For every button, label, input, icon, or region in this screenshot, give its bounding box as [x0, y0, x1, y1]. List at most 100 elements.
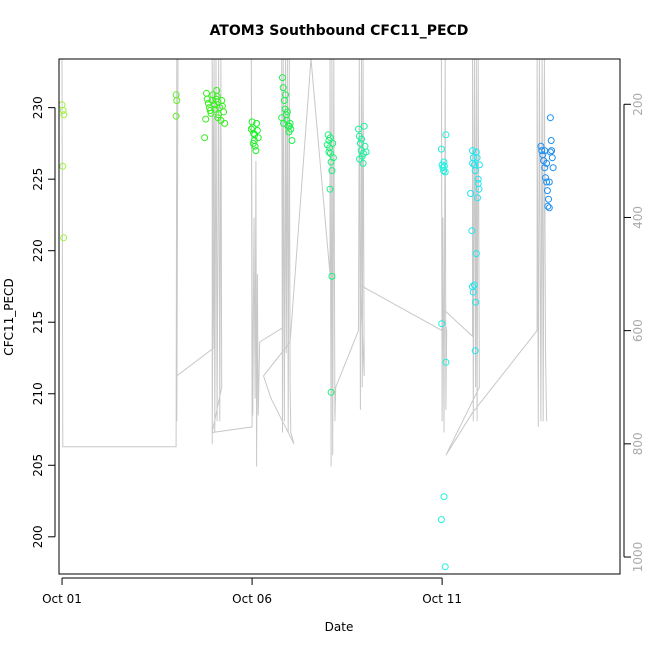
data-point — [541, 147, 549, 155]
data-point — [328, 167, 336, 175]
data-point — [474, 175, 482, 183]
data-point — [211, 105, 219, 113]
data-point — [473, 154, 481, 162]
data-point — [279, 74, 286, 82]
x-tick-label: Oct 11 — [422, 592, 462, 606]
data-point — [544, 202, 552, 210]
data-point — [437, 145, 445, 153]
data-point — [215, 111, 223, 119]
data-point — [327, 388, 335, 396]
data-point — [173, 97, 181, 104]
data-point — [213, 92, 221, 100]
data-point — [548, 154, 556, 162]
right-tick-label: 1000 — [631, 542, 645, 573]
data-point — [285, 122, 293, 130]
data-point — [323, 141, 331, 149]
data-point — [546, 114, 554, 122]
data-point — [172, 112, 180, 120]
y-tick-label: 220 — [31, 239, 45, 262]
plot-frame — [58, 58, 621, 575]
data-point — [355, 125, 362, 133]
data-point — [206, 107, 214, 114]
data-point — [358, 135, 365, 143]
data-point — [547, 137, 555, 144]
y-axis: 200 205 210 215 220 225 230 — [31, 96, 56, 548]
y-tick-label: 200 — [31, 525, 45, 548]
data-point — [469, 159, 476, 167]
data-point — [251, 131, 259, 139]
right-tick-label: 400 — [631, 206, 645, 229]
data-point — [279, 84, 287, 92]
chart-title: ATOM3 Southbound CFC11_PECD — [210, 23, 469, 39]
data-point — [440, 167, 448, 175]
data-point — [253, 119, 261, 127]
data-point — [201, 134, 209, 142]
y-axis-label: CFC11_PECD — [2, 278, 16, 355]
data-point — [471, 167, 479, 175]
data-point — [545, 204, 553, 212]
data-point — [542, 174, 549, 182]
x-tick-label: Oct 01 — [42, 592, 82, 606]
data-point — [288, 137, 296, 144]
data-point — [543, 187, 551, 195]
data-point — [469, 288, 477, 296]
data-point — [60, 111, 68, 119]
data-point — [543, 159, 551, 167]
data-point — [440, 493, 448, 501]
data-point — [548, 147, 556, 155]
data-points — [58, 74, 557, 571]
x-tick-label: Oct 06 — [232, 592, 272, 606]
data-point — [442, 131, 450, 139]
data-point — [543, 178, 551, 186]
data-point — [202, 115, 210, 123]
y-tick-label: 230 — [31, 96, 45, 119]
data-point — [59, 107, 67, 114]
data-point — [471, 347, 479, 355]
data-point — [467, 190, 475, 197]
data-point — [545, 195, 552, 203]
data-point — [360, 122, 368, 130]
data-point — [220, 108, 228, 116]
data-point — [442, 358, 450, 366]
data-point — [437, 516, 445, 524]
data-point — [537, 142, 545, 150]
data-point — [280, 119, 288, 127]
data-point — [252, 147, 260, 155]
data-point — [328, 272, 336, 280]
y-tick-label: 215 — [31, 311, 45, 334]
y-tick-label: 205 — [31, 454, 45, 477]
data-point — [203, 89, 210, 97]
data-point — [440, 158, 448, 166]
data-point — [541, 164, 549, 172]
y-tick-label: 225 — [31, 168, 45, 191]
data-point — [472, 298, 480, 306]
data-point — [474, 180, 482, 187]
data-point — [545, 178, 553, 186]
data-point — [470, 281, 478, 289]
data-point — [329, 154, 337, 162]
x-axis: Oct 01 Oct 06 Oct 11 — [42, 577, 462, 606]
pressure-profile-line — [61, 58, 548, 467]
data-point — [438, 320, 446, 328]
data-point — [441, 168, 449, 176]
data-point — [472, 250, 480, 258]
data-point — [326, 134, 334, 142]
data-point — [549, 164, 557, 172]
data-point — [359, 159, 367, 167]
data-point — [441, 563, 449, 571]
data-point — [538, 147, 546, 155]
data-point — [249, 139, 257, 147]
x-axis-label: Date — [325, 620, 354, 634]
data-point — [214, 114, 222, 122]
data-point — [283, 108, 291, 116]
profile-polyline — [61, 58, 548, 467]
data-point — [475, 161, 483, 169]
data-point — [247, 125, 255, 133]
data-point — [356, 155, 364, 163]
data-point — [207, 109, 215, 117]
data-point — [221, 119, 229, 127]
data-point — [59, 162, 67, 170]
data-point — [469, 147, 476, 155]
right-pressure-axis: 200 400 600 800 1000 — [623, 93, 645, 573]
right-tick-label: 600 — [631, 319, 645, 342]
